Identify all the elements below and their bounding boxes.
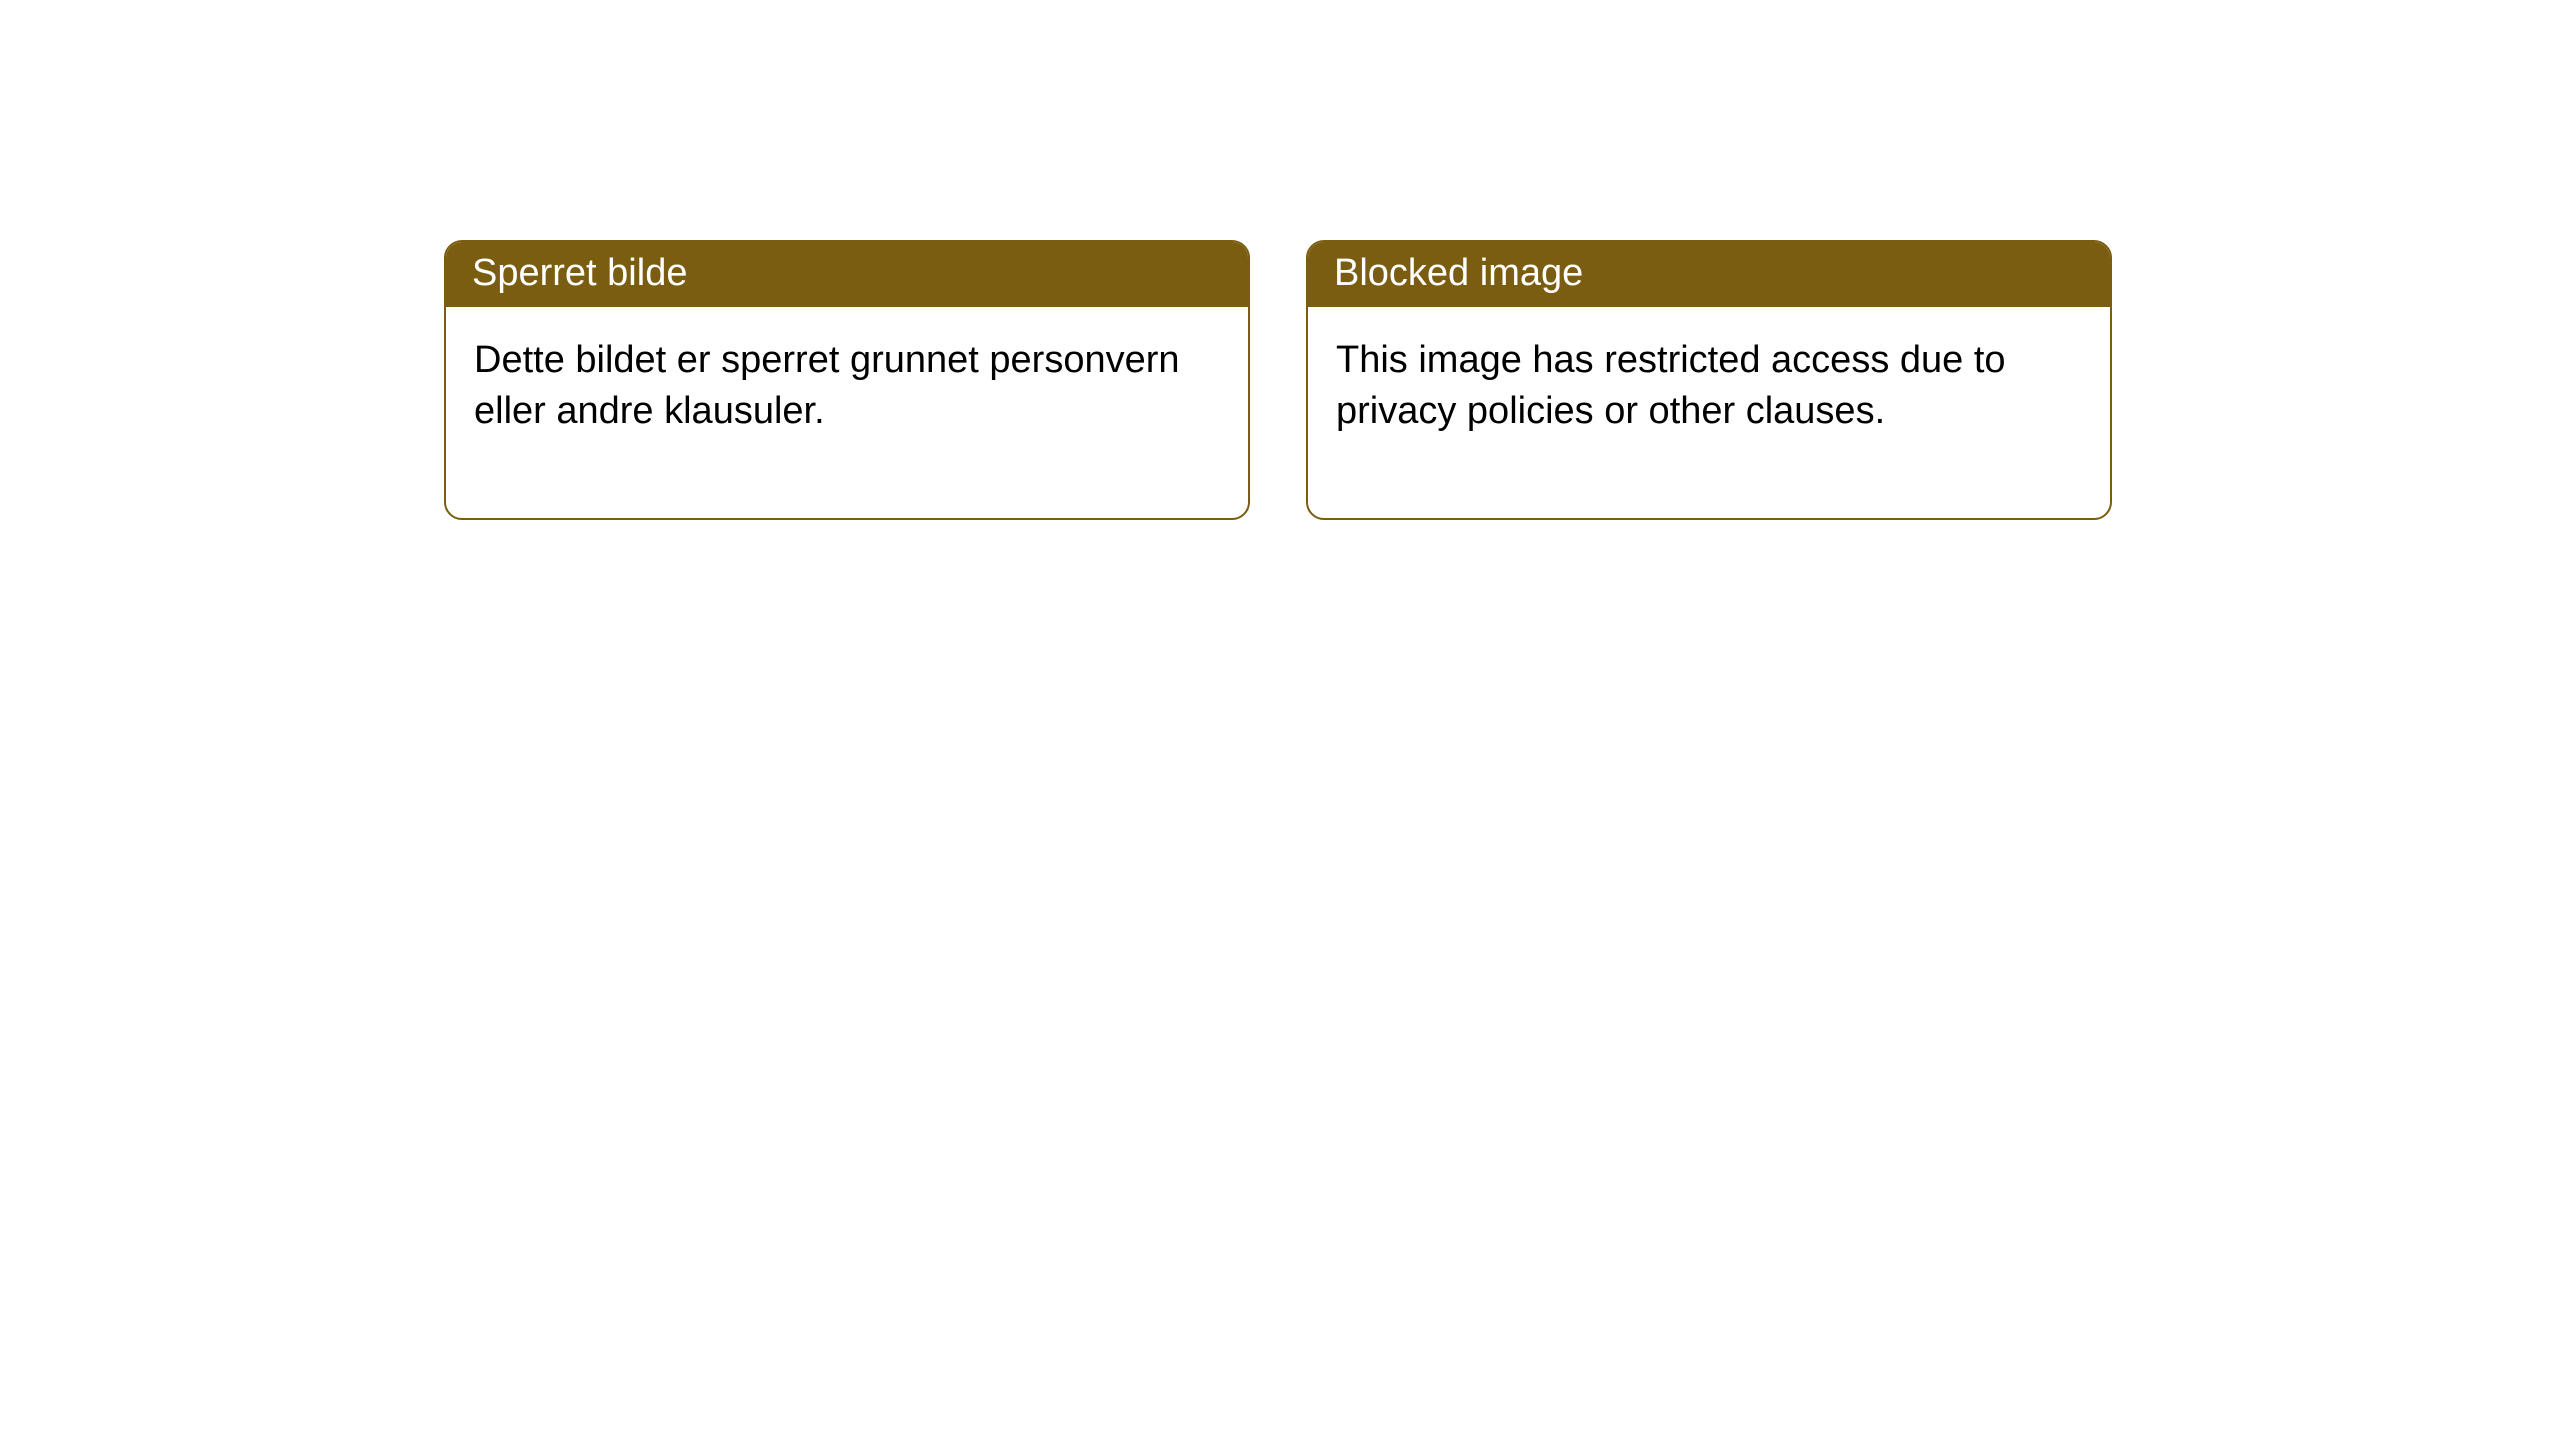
notice-body-english: This image has restricted access due to … <box>1308 307 2110 518</box>
notice-title-english: Blocked image <box>1308 242 2110 307</box>
notice-card-english: Blocked image This image has restricted … <box>1306 240 2112 520</box>
notice-body-norwegian: Dette bildet er sperret grunnet personve… <box>446 307 1248 518</box>
notice-title-norwegian: Sperret bilde <box>446 242 1248 307</box>
notice-card-norwegian: Sperret bilde Dette bildet er sperret gr… <box>444 240 1250 520</box>
notice-container: Sperret bilde Dette bildet er sperret gr… <box>0 0 2560 520</box>
